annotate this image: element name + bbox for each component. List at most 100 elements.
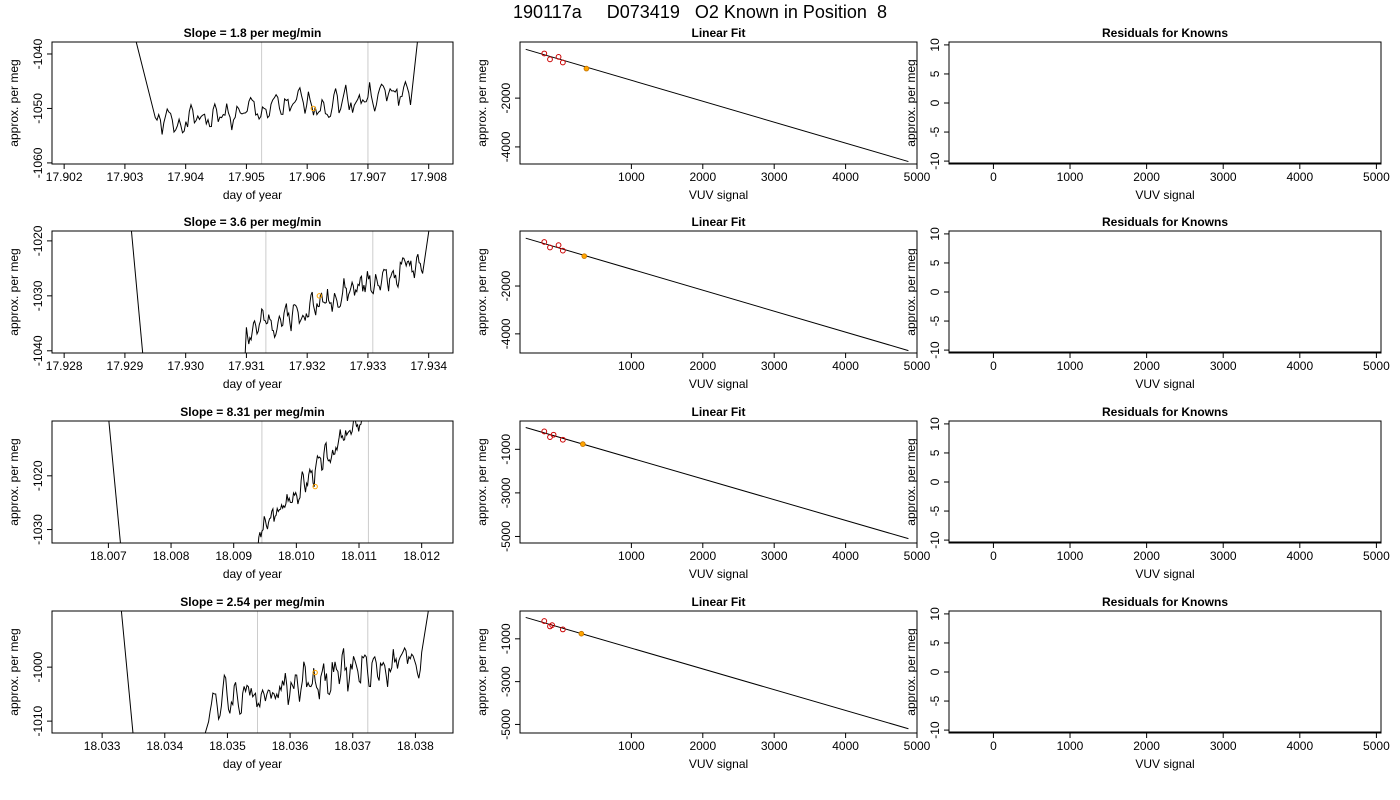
panel-title: Residuals for Knowns xyxy=(1102,405,1228,419)
x-tick-label: 4000 xyxy=(832,359,859,373)
y-tick-label: -1040 xyxy=(31,335,45,366)
plot-frame xyxy=(51,610,454,734)
plot-frame xyxy=(519,230,918,354)
y-tick-label: -1040 xyxy=(31,38,45,69)
x-tick-label: 17.930 xyxy=(167,359,204,373)
y-tick-label: -10 xyxy=(928,341,942,359)
plot-frame xyxy=(948,610,1382,734)
x-axis-label: VUV signal xyxy=(689,567,748,581)
x-tick-label: 4000 xyxy=(832,739,859,753)
data-point xyxy=(555,242,562,249)
panel-title: Linear Fit xyxy=(691,405,745,419)
plot-area xyxy=(525,427,909,540)
y-tick-label: -10 xyxy=(928,721,942,739)
panel-scatter: Linear Fit 1000 2000 3000 4000 5000 -5000 -3000… xyxy=(475,595,931,771)
x-axis-label: day of year xyxy=(223,377,282,391)
highlight-point xyxy=(316,293,323,299)
y-tick-label: -2000 xyxy=(499,270,513,301)
x-tick-label: 3000 xyxy=(761,739,788,753)
panel-scatter: Linear Fit 1000 2000 3000 4000 5000 -4000 -2000… xyxy=(475,26,931,202)
data-point xyxy=(559,626,566,633)
x-tick-label: 17.902 xyxy=(46,170,83,184)
x-tick-label: 3000 xyxy=(1210,739,1237,753)
highlight-point xyxy=(583,65,590,72)
fit-line xyxy=(525,48,909,163)
y-tick-label: 10 xyxy=(928,607,942,621)
x-tick-label: 18.012 xyxy=(403,549,440,563)
x-axis-label: VUV signal xyxy=(689,757,748,771)
x-tick-label: 4000 xyxy=(832,170,859,184)
y-axis-label: approx. per meg xyxy=(475,438,489,525)
plot-area xyxy=(525,616,909,730)
x-tick-label: 1000 xyxy=(1057,359,1084,373)
data-point xyxy=(547,56,553,63)
data-point xyxy=(559,59,566,66)
y-tick-label: -10 xyxy=(928,152,942,170)
x-tick-label: 18.010 xyxy=(278,549,315,563)
y-tick-label: -4000 xyxy=(499,318,513,349)
plot-frame xyxy=(948,420,1382,544)
series-line xyxy=(257,421,363,543)
x-tick-label: 17.933 xyxy=(350,359,387,373)
series-line xyxy=(244,231,430,353)
x-tick-label: 0 xyxy=(990,359,997,373)
y-tick-label: -1020 xyxy=(31,225,45,256)
y-tick-label: 0 xyxy=(928,288,942,295)
y-tick-label: 10 xyxy=(928,227,942,241)
y-tick-label: -1060 xyxy=(31,147,45,178)
y-tick-label: -4000 xyxy=(499,131,513,162)
x-axis-label: day of year xyxy=(223,188,282,202)
x-tick-label: 2000 xyxy=(689,170,716,184)
panel-residual: Residuals for Knowns 0 1000 2000 3000 4000 500… xyxy=(904,26,1390,202)
x-tick-label: 4000 xyxy=(1286,170,1313,184)
x-axis-label: VUV signal xyxy=(689,188,748,202)
x-tick-label: 0 xyxy=(990,549,997,563)
data-point xyxy=(541,618,548,624)
x-tick-label: 2000 xyxy=(689,549,716,563)
fit-line xyxy=(525,237,909,352)
plot-frame xyxy=(519,610,918,734)
y-tick-label: -1010 xyxy=(31,705,45,736)
x-tick-label: 18.034 xyxy=(146,739,183,753)
x-tick-label: 18.036 xyxy=(272,739,309,753)
x-tick-label: 3000 xyxy=(1210,549,1237,563)
highlight-point xyxy=(581,253,588,259)
x-tick-label: 17.932 xyxy=(289,359,326,373)
panel-residual: Residuals for Knowns 0 1000 2000 3000 4000 500… xyxy=(904,215,1390,391)
series-spike xyxy=(130,231,144,353)
plot-frame xyxy=(948,230,1382,354)
y-tick-label: -1050 xyxy=(31,93,45,124)
x-axis-label: VUV signal xyxy=(1135,567,1194,581)
plot-area xyxy=(120,611,429,733)
plot-frame xyxy=(51,41,454,165)
x-tick-label: 2000 xyxy=(689,359,716,373)
data-point xyxy=(559,436,566,443)
x-tick-label: 5000 xyxy=(904,170,931,184)
y-tick-label: -5 xyxy=(928,505,942,516)
x-tick-label: 1000 xyxy=(618,359,645,373)
y-axis-label: approx. per meg xyxy=(904,248,918,335)
data-point xyxy=(541,428,548,435)
x-tick-label: 18.033 xyxy=(84,739,121,753)
plot-frame xyxy=(51,230,454,354)
plot-frame xyxy=(51,420,454,544)
x-tick-label: 0 xyxy=(990,170,997,184)
y-axis-label: approx. per meg xyxy=(904,438,918,525)
x-tick-label: 18.009 xyxy=(215,549,252,563)
highlight-point xyxy=(578,630,585,637)
data-point xyxy=(555,53,562,60)
x-tick-label: 3000 xyxy=(761,359,788,373)
y-tick-label: -1030 xyxy=(31,280,45,311)
x-axis-label: day of year xyxy=(223,757,282,771)
y-axis-label: approx. per meg xyxy=(7,438,21,525)
x-tick-label: 18.035 xyxy=(209,739,246,753)
panel-title: Linear Fit xyxy=(691,595,745,609)
highlight-point xyxy=(310,105,316,112)
x-axis-label: VUV signal xyxy=(1135,757,1194,771)
y-tick-label: -5000 xyxy=(499,709,513,740)
series-line xyxy=(135,42,418,135)
x-axis-label: day of year xyxy=(223,567,282,581)
x-tick-label: 17.929 xyxy=(107,359,144,373)
x-tick-label: 17.934 xyxy=(410,359,447,373)
